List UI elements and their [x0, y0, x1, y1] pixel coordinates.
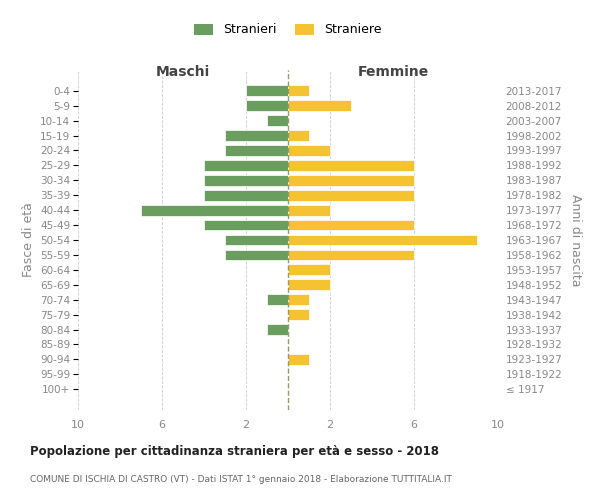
Bar	[267, 324, 288, 335]
Bar	[288, 130, 309, 141]
Bar	[288, 264, 330, 275]
Bar	[288, 145, 330, 156]
Bar	[225, 130, 288, 141]
Bar	[288, 205, 330, 216]
Bar	[204, 190, 288, 200]
Text: Maschi: Maschi	[156, 65, 210, 79]
Bar	[267, 294, 288, 305]
Bar	[288, 280, 330, 290]
Bar	[225, 145, 288, 156]
Text: COMUNE DI ISCHIA DI CASTRO (VT) - Dati ISTAT 1° gennaio 2018 - Elaborazione TUTT: COMUNE DI ISCHIA DI CASTRO (VT) - Dati I…	[30, 475, 452, 484]
Bar	[288, 160, 414, 171]
Bar	[288, 86, 309, 96]
Bar	[204, 220, 288, 230]
Bar	[288, 354, 309, 364]
Bar	[288, 234, 477, 246]
Text: Popolazione per cittadinanza straniera per età e sesso - 2018: Popolazione per cittadinanza straniera p…	[30, 445, 439, 458]
Y-axis label: Fasce di età: Fasce di età	[22, 202, 35, 278]
Bar	[225, 250, 288, 260]
Bar	[288, 100, 351, 111]
Bar	[141, 205, 288, 216]
Y-axis label: Anni di nascita: Anni di nascita	[569, 194, 582, 286]
Bar	[288, 175, 414, 186]
Bar	[204, 160, 288, 171]
Legend: Stranieri, Straniere: Stranieri, Straniere	[190, 18, 386, 42]
Bar	[288, 190, 414, 200]
Bar	[267, 116, 288, 126]
Text: Femmine: Femmine	[358, 65, 428, 79]
Bar	[225, 234, 288, 246]
Bar	[204, 175, 288, 186]
Bar	[246, 100, 288, 111]
Bar	[288, 250, 414, 260]
Bar	[246, 86, 288, 96]
Bar	[288, 220, 414, 230]
Bar	[288, 309, 309, 320]
Bar	[288, 294, 309, 305]
